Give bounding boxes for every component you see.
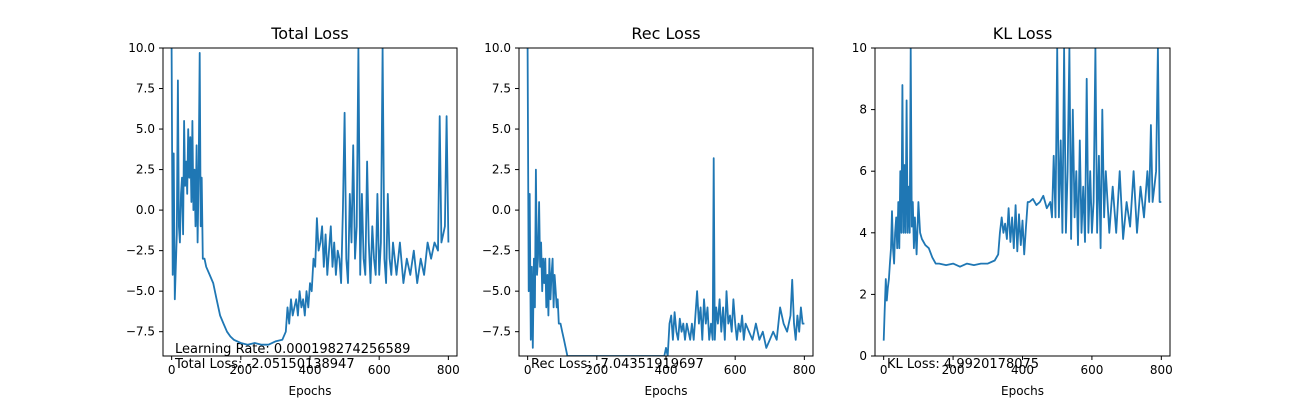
rec-loss-ytick-label: 2.5 xyxy=(492,163,511,177)
rec-loss-panel: Rec Loss Epochs Rec Loss: -7.04351919697… xyxy=(482,24,816,398)
rec-loss-xtick-label: 0 xyxy=(524,363,532,377)
rec-loss-title: Rec Loss xyxy=(631,24,700,43)
kl-loss-title: KL Loss xyxy=(993,24,1053,43)
rec-loss-ytick-label: −5.0 xyxy=(482,284,511,298)
rec-loss-ytick-label: −2.5 xyxy=(482,244,511,258)
total-loss-xtick-label: 200 xyxy=(229,363,252,377)
kl-loss-panel: KL Loss Epochs KL Loss: 4.9920178075 0 20… xyxy=(852,24,1173,398)
rec-loss-plot-frame xyxy=(518,47,814,357)
rec-loss-xtick-label: 600 xyxy=(724,363,747,377)
total-loss-ytick-label: −7.5 xyxy=(126,325,155,339)
learning-rate-annotation: Learning Rate: 0.000198274256589 xyxy=(175,342,410,357)
total-loss-xtick-label: 600 xyxy=(368,363,391,377)
rec-loss-xtick-label: 200 xyxy=(585,363,608,377)
kl-loss-xtick-label: 600 xyxy=(1080,363,1103,377)
total-loss-title: Total Loss xyxy=(270,24,349,43)
kl-loss-xtick-label: 200 xyxy=(942,363,965,377)
total-loss-plot-frame xyxy=(162,47,458,357)
kl-loss-ytick-label: 0 xyxy=(859,349,867,363)
kl-loss-xlabel: Epochs xyxy=(1001,384,1044,398)
total-loss-series-line xyxy=(170,48,450,346)
kl-loss-ytick-label: 10 xyxy=(852,41,867,55)
total-loss-ytick-label: 7.5 xyxy=(136,82,155,96)
kl-loss-annotation: KL Loss: 4.9920178075 xyxy=(887,357,1039,372)
total-loss-ytick-label: 5.0 xyxy=(136,122,155,136)
kl-loss-xtick-label: 400 xyxy=(1011,363,1034,377)
rec-loss-ytick-label: 10.0 xyxy=(484,41,511,55)
rec-loss-series-line xyxy=(526,48,805,356)
rec-loss-ytick-label: 7.5 xyxy=(492,82,511,96)
rec-loss-annotation: Rec Loss: -7.04351919697 xyxy=(531,357,704,372)
total-loss-xtick-label: 0 xyxy=(168,363,176,377)
kl-loss-ytick-label: 6 xyxy=(859,164,867,178)
rec-loss-ytick-label: 0.0 xyxy=(492,203,511,217)
kl-loss-ytick-label: 4 xyxy=(859,226,867,240)
total-loss-xtick-label: 400 xyxy=(299,363,322,377)
rec-loss-xtick-label: 800 xyxy=(793,363,816,377)
total-loss-ytick-label: −5.0 xyxy=(126,284,155,298)
kl-loss-xtick-label: 0 xyxy=(880,363,888,377)
rec-loss-ytick-label: −7.5 xyxy=(482,325,511,339)
total-loss-xlabel: Epochs xyxy=(289,384,332,398)
rec-loss-xtick-label: 400 xyxy=(655,363,678,377)
total-loss-ytick-label: −2.5 xyxy=(126,244,155,258)
total-loss-panel: Total Loss Epochs Learning Rate: 0.00019… xyxy=(126,24,460,398)
total-loss-ytick-label: 2.5 xyxy=(136,163,155,177)
kl-loss-ytick-label: 2 xyxy=(859,287,867,301)
total-loss-ytick-label: 0.0 xyxy=(136,203,155,217)
rec-loss-xlabel: Epochs xyxy=(645,384,688,398)
kl-loss-series-line xyxy=(882,48,1162,341)
kl-loss-xtick-label: 800 xyxy=(1150,363,1173,377)
rec-loss-ytick-label: 5.0 xyxy=(492,122,511,136)
kl-loss-ytick-label: 8 xyxy=(859,103,867,117)
total-loss-xtick-label: 800 xyxy=(437,363,460,377)
total-loss-ytick-label: 10.0 xyxy=(128,41,155,55)
total-loss-annotation: Total Loss: -2.05150138947 xyxy=(174,357,355,372)
